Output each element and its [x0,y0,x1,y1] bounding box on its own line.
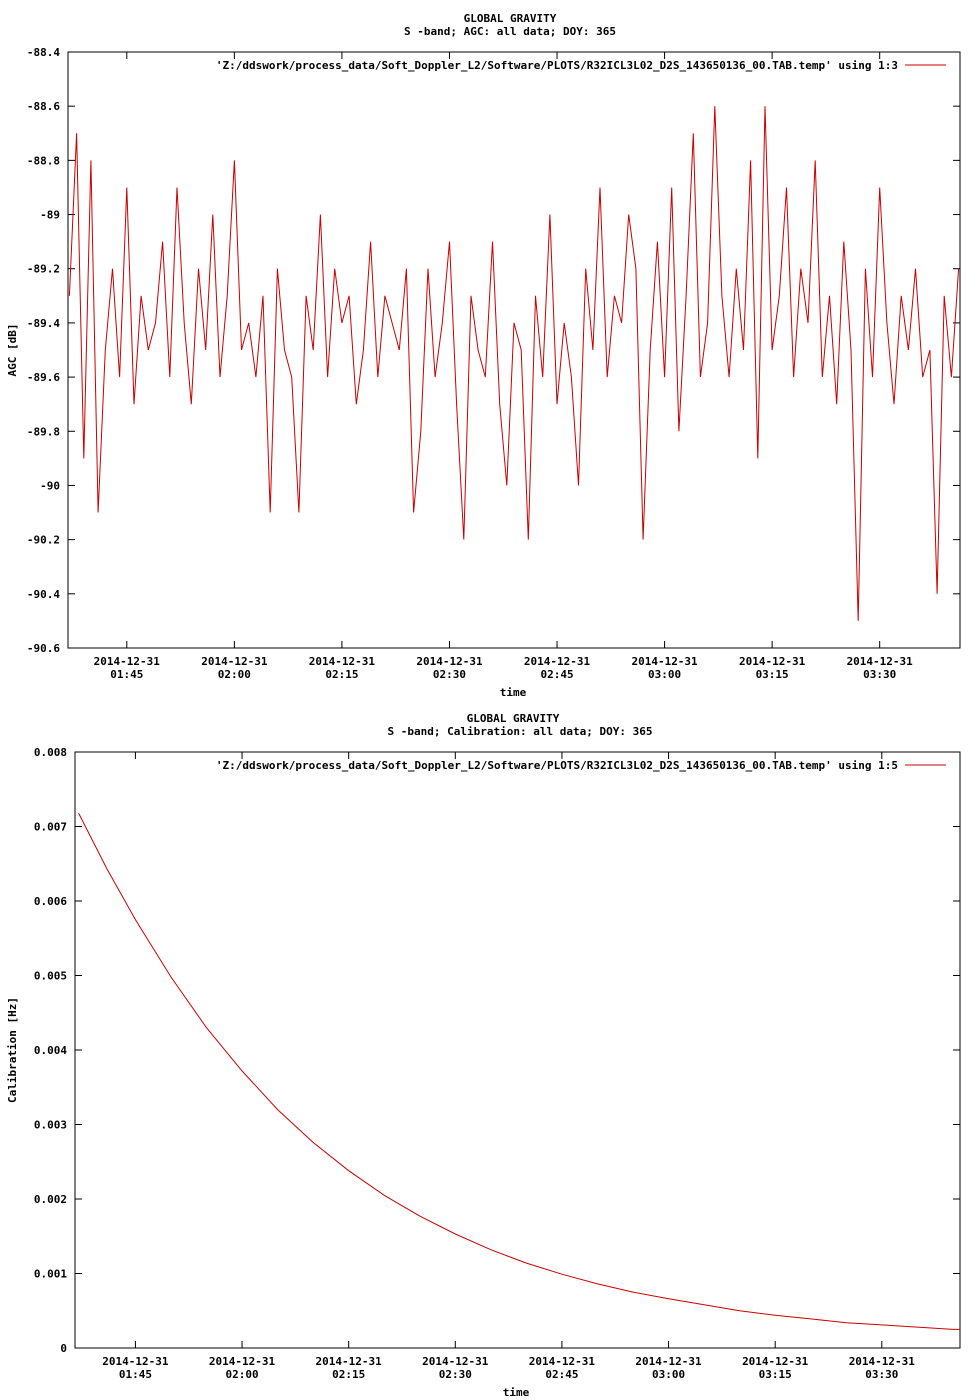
calibration-y-tick-label: 0 [60,1342,67,1355]
agc-x-tick-date: 2014-12-31 [416,655,483,668]
agc-legend-label: 'Z:/ddswork/process_data/Soft_Doppler_L2… [216,59,898,72]
agc-chart: GLOBAL GRAVITY S -band; AGC: all data; D… [6,12,961,699]
agc-x-tick-time: 03:30 [863,668,896,681]
calibration-y-tick-label: 0.003 [34,1119,67,1132]
calibration-x-tick-time: 01:45 [119,1368,152,1381]
calibration-x-tick-date: 2014-12-31 [849,1355,916,1368]
agc-x-tick-date: 2014-12-31 [201,655,268,668]
agc-chart-subtitle: S -band; AGC: all data; DOY: 365 [404,25,616,38]
calibration-y-tick-label: 0.007 [34,821,67,834]
agc-x-tick-time: 02:15 [325,668,358,681]
calibration-series-marks [78,812,960,1330]
agc-y-tick-label: -89.4 [27,317,60,330]
agc-x-axis: 2014-12-3101:452014-12-3102:002014-12-31… [94,52,913,681]
agc-chart-title: GLOBAL GRAVITY [464,12,557,25]
agc-y-tick-label: -88.4 [27,46,60,59]
calibration-x-axis-label: time [503,1386,530,1399]
agc-plot-frame [67,51,961,649]
calibration-y-tick-label: 0.002 [34,1193,67,1206]
agc-x-tick-date: 2014-12-31 [847,655,914,668]
agc-y-tick-label: -90 [40,479,60,492]
calibration-series-line-0 [78,812,960,1330]
calibration-chart: GLOBAL GRAVITY S -band; Calibration: all… [6,712,961,1399]
agc-y-tick-label: -90.2 [27,534,60,547]
agc-x-tick-date: 2014-12-31 [739,655,806,668]
calibration-y-tick-label: 0.005 [34,970,67,983]
agc-y-tick-label: -90.6 [27,642,60,655]
calibration-x-tick-date: 2014-12-31 [102,1355,169,1368]
agc-y-axis-label: AGC [dB] [6,324,19,377]
calibration-x-axis: 2014-12-3101:452014-12-3102:002014-12-31… [102,752,915,1381]
agc-x-tick-time: 01:45 [110,668,143,681]
calibration-y-tick-label: 0.001 [34,1268,67,1281]
agc-y-tick-label: -89.8 [27,425,60,438]
agc-x-tick-date: 2014-12-31 [631,655,698,668]
agc-x-tick-time: 03:15 [756,668,789,681]
agc-series-marks [68,106,960,621]
calibration-x-tick-time: 02:45 [545,1368,578,1381]
calibration-x-tick-time: 02:15 [332,1368,365,1381]
agc-y-tick-label: -88.6 [27,100,60,113]
calibration-y-tick-label: 0.008 [34,746,67,759]
agc-y-tick-label: -89 [40,209,60,222]
agc-y-tick-label: -88.8 [27,154,60,167]
calibration-legend-label: 'Z:/ddswork/process_data/Soft_Doppler_L2… [216,759,898,772]
agc-y-axis: -88.4 -88.6 -88.8 -89 -89.2 -89.4 -89.6 -89.8 -9… [27,46,960,655]
calibration-x-tick-date: 2014-12-31 [209,1355,276,1368]
calibration-y-axis-label: Calibration [Hz] [6,997,19,1103]
agc-x-tick-time: 02:30 [433,668,466,681]
agc-x-tick-date: 2014-12-31 [309,655,376,668]
agc-series-line-0 [68,106,960,621]
calibration-x-tick-date: 2014-12-31 [316,1355,383,1368]
agc-x-tick-time: 02:00 [218,668,251,681]
agc-y-tick-label: -90.4 [27,588,60,601]
calibration-x-tick-date: 2014-12-31 [742,1355,809,1368]
agc-y-tick-label: -89.6 [27,371,60,384]
calibration-y-axis: 0.008 0.007 0.006 0.005 0.004 0.003 0.002 0.001… [34,746,960,1355]
agc-x-tick-date: 2014-12-31 [94,655,161,668]
calibration-x-tick-date: 2014-12-31 [422,1355,489,1368]
agc-x-tick-time: 03:00 [648,668,681,681]
calibration-x-tick-time: 02:30 [439,1368,472,1381]
agc-x-tick-date: 2014-12-31 [524,655,591,668]
calibration-x-tick-date: 2014-12-31 [635,1355,702,1368]
calibration-x-tick-time: 03:00 [652,1368,685,1381]
agc-x-tick-time: 02:45 [540,668,573,681]
agc-x-axis-label: time [500,686,527,699]
calibration-plot-frame [74,751,961,1349]
calibration-x-tick-date: 2014-12-31 [529,1355,596,1368]
calibration-chart-subtitle: S -band; Calibration: all data; DOY: 365 [388,725,653,738]
calibration-y-tick-label: 0.006 [34,895,67,908]
calibration-x-tick-time: 02:00 [225,1368,258,1381]
calibration-y-tick-label: 0.004 [34,1044,67,1057]
calibration-x-tick-time: 03:30 [865,1368,898,1381]
calibration-chart-title: GLOBAL GRAVITY [467,712,560,725]
agc-y-tick-label: -89.2 [27,263,60,276]
calibration-x-tick-time: 03:15 [759,1368,792,1381]
